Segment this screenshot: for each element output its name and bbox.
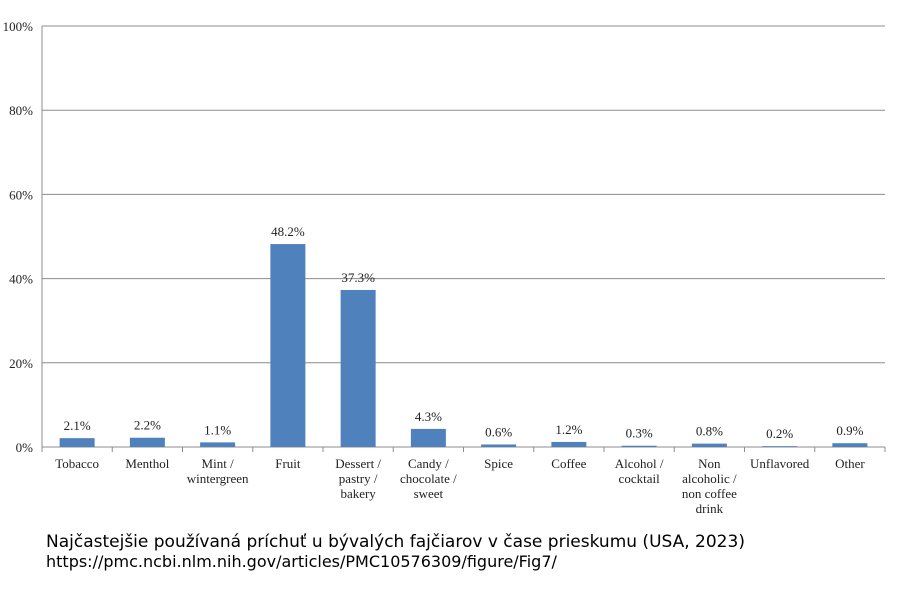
figure-source-url: https://pmc.ncbi.nlm.nih.gov/articles/PM… bbox=[46, 552, 557, 571]
data-label: 2.1% bbox=[64, 418, 91, 433]
bar bbox=[129, 437, 165, 447]
bar bbox=[59, 438, 95, 447]
bar bbox=[270, 244, 306, 447]
bar bbox=[551, 441, 587, 447]
x-category-label: Candy / chocolate / sweet bbox=[400, 456, 457, 501]
y-tick-label: 20% bbox=[9, 356, 33, 371]
data-label: 0.3% bbox=[626, 426, 653, 441]
data-label: 0.8% bbox=[696, 424, 723, 439]
x-category-label: Unflavored bbox=[750, 456, 810, 471]
x-category-label: Other bbox=[835, 456, 865, 471]
bar bbox=[340, 289, 376, 447]
data-label: 0.2% bbox=[766, 426, 793, 441]
bar bbox=[481, 444, 517, 447]
x-category-label: Fruit bbox=[275, 456, 301, 471]
bar-chart: 0% 20% 40% 60% 80% 100% 2.1% Tobacco 2.2% Menthol… bbox=[3, 19, 886, 516]
x-category-label: Dessert / pastry / bakery bbox=[335, 456, 381, 501]
bar bbox=[621, 445, 657, 447]
x-category-label: Spice bbox=[484, 456, 513, 471]
x-category-label: Tobacco bbox=[55, 456, 99, 471]
data-label: 1.2% bbox=[555, 422, 582, 437]
x-category-label: Mint / wintergreen bbox=[187, 456, 249, 486]
x-category-label: Non alcoholic / non coffee drink bbox=[682, 456, 737, 516]
x-category-label: Coffee bbox=[551, 456, 586, 471]
data-label: 48.2% bbox=[271, 224, 305, 239]
data-label: 4.3% bbox=[415, 409, 442, 424]
data-label: 1.1% bbox=[204, 422, 231, 437]
bar bbox=[832, 443, 868, 447]
x-category-label: Menthol bbox=[125, 456, 169, 471]
bar bbox=[691, 443, 727, 447]
data-label: 0.6% bbox=[485, 424, 512, 439]
bar bbox=[762, 446, 798, 447]
bar bbox=[410, 428, 446, 447]
data-label: 37.3% bbox=[341, 270, 375, 285]
data-label: 0.9% bbox=[836, 423, 863, 438]
y-tick-label: 80% bbox=[9, 103, 33, 118]
y-tick-label: 40% bbox=[9, 272, 33, 287]
data-label: 2.2% bbox=[134, 418, 161, 433]
bar bbox=[200, 442, 236, 447]
y-tick-label: 60% bbox=[9, 187, 33, 202]
x-category-label: Alcohol / cocktail bbox=[615, 456, 664, 486]
y-tick-label: 0% bbox=[16, 440, 34, 455]
figure-caption: Najčastejšie používaná príchuť u bývalýc… bbox=[46, 532, 745, 552]
y-tick-label: 100% bbox=[3, 19, 34, 34]
